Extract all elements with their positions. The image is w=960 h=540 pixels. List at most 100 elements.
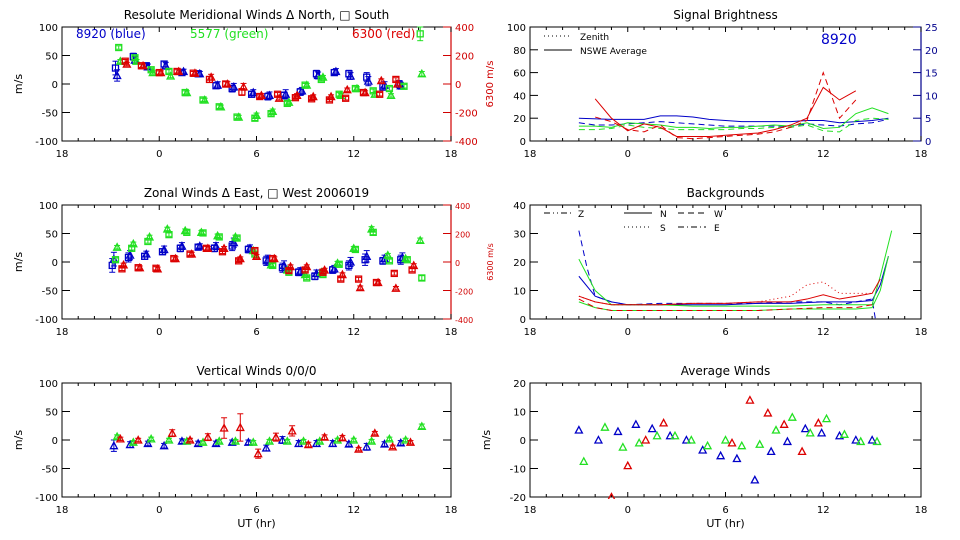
data-point-triangle [821,413,832,423]
x-tick-label: 0 [625,505,631,516]
x-tick-label: 6 [722,149,728,160]
x-tick-label: 0 [156,505,162,516]
y2-tick-label: 0 [925,137,931,148]
data-point-triangle [362,441,372,451]
data-point-square [202,244,210,252]
data-point-triangle [386,90,396,100]
plot-frame [529,204,922,320]
data-point-square [218,248,227,256]
data-point-triangle [401,435,411,444]
data-point-triangle [112,431,122,441]
y2-axis-label: 6300 m/s [486,243,495,281]
data-point-triangle [652,430,662,440]
data-point-triangle [337,432,347,442]
x-tick-label: 0 [156,149,162,160]
data-point-square [165,67,173,76]
y-tick-label: 30 [513,230,526,241]
data-point-triangle [366,436,377,445]
data-point-square [264,92,272,101]
data-point-square [256,92,264,101]
data-point-triangle [771,425,781,434]
data-point-square [189,69,197,77]
data-point-square [267,109,275,118]
data-point-triangle [388,441,398,451]
data-point-square [141,252,149,260]
data-point-triangle [271,432,281,441]
chart-title: Signal Brightness [673,8,778,22]
data-point-square [124,253,133,262]
data-point-square [238,88,246,96]
data-point-triangle [219,243,229,252]
data-point-square [301,81,309,89]
series-line-5577-n [578,230,893,307]
data-point-square [372,278,381,287]
x-tick-label: 18 [56,327,69,338]
data-point-square [233,113,241,121]
data-point-triangle [354,444,364,453]
x-tick-label: 12 [347,505,360,516]
data-point-triangle [115,433,125,443]
data-point-triangle [613,426,623,436]
data-point-triangle [261,443,271,452]
data-point-square [210,244,219,252]
y-tick-label: -100 [35,315,58,326]
data-point-triangle [298,436,309,445]
data-point-square [363,73,371,81]
y2-tick-label: 0 [455,80,461,91]
series-line-8920-zenith [578,118,889,127]
chart-zonal: Zonal Winds Δ East, □ West 2006019 18 0 6 12… [12,186,495,338]
y-tick-label: -50 [42,465,58,476]
y2-tick-label: 25 [925,23,938,34]
data-point-triangle [817,428,827,437]
data-layer [108,224,426,292]
y2-tick-label: 400 [455,23,474,34]
data-point-triangle [797,446,807,456]
data-point-triangle [579,456,589,466]
data-point-square [392,75,400,84]
y-tick-label: 40 [513,201,526,212]
x-tick-label: 18 [56,505,69,516]
y-tick-label: 100 [39,23,58,34]
y2-tick-label: 400 [455,202,470,211]
data-point-triangle [745,395,755,404]
y2-tick-label: 200 [455,231,470,240]
y-axis-label: m/s [12,74,25,94]
data-point-square [317,75,325,84]
data-point-square [351,245,360,254]
y-tick-label: 0 [52,436,58,447]
annotation-wavelength: 8920 [821,32,857,48]
data-point-square [165,230,173,239]
x-tick-label: 18 [524,327,537,338]
data-point-triangle [146,433,156,443]
legend-label: E [714,224,720,234]
data-point-triangle [315,436,325,445]
y-tick-label: 0 [52,258,58,269]
legend-label: Z [578,210,584,220]
data-point-triangle [177,436,187,445]
y-tick-label: 50 [45,408,58,419]
data-point-triangle [720,435,731,444]
y-tick-label: 20 [513,114,526,125]
x-tick-label: 18 [915,149,928,160]
data-point-triangle [750,475,760,484]
data-point-triangle [302,261,312,271]
data-point-square [199,96,207,104]
data-point-square [335,260,343,268]
data-point-square [337,275,345,283]
y-tick-label: 100 [507,23,526,34]
x-tick-label: 18 [524,505,537,516]
y-axis-label: m/s [480,430,493,450]
y-tick-label: 50 [45,52,58,63]
data-point-square [170,254,178,263]
data-layer [578,230,893,320]
data-point-triangle [391,283,401,292]
data-point-triangle [384,433,394,443]
data-point-square [403,256,411,264]
data-point-triangle [248,437,258,446]
data-point-square [325,96,334,104]
series-line-8920-nswe-average [578,115,889,124]
data-point-triangle [349,435,359,444]
